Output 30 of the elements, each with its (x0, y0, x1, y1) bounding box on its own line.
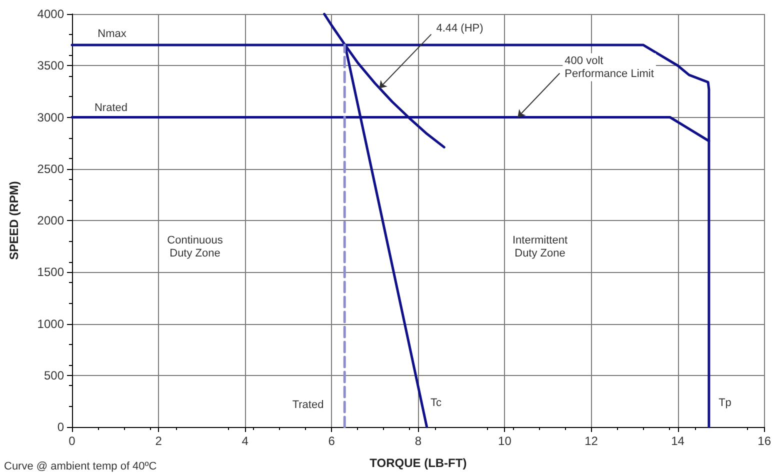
x-tick-label: 10 (498, 434, 512, 448)
y-tick-label: 2000 (37, 214, 64, 228)
y-tick-label: 3500 (37, 58, 64, 73)
annotation: Trated (292, 399, 324, 411)
x-axis-title: TORQUE (LB-FT) (370, 456, 467, 470)
x-tick-label: 16 (758, 434, 772, 448)
x-tick-label: 2 (155, 434, 162, 448)
x-tick-label: 0 (68, 434, 76, 448)
y-tick-label: 0 (57, 420, 64, 434)
x-tick-label: 6 (328, 434, 336, 448)
y-tick-label: 1500 (37, 265, 64, 280)
annotation: Continuous Duty Zone (167, 234, 224, 260)
annotation: Nrated (94, 102, 128, 114)
annotation: Nmax (98, 28, 127, 40)
x-tick-label: 12 (584, 434, 598, 448)
annotation: 4.44 (HP) (436, 22, 484, 34)
y-tick-label: 500 (44, 368, 64, 382)
y-tick-label: 1000 (37, 316, 64, 331)
annotation: 400 volt Performance Limit (564, 54, 654, 80)
annotation: Tc (430, 397, 442, 409)
annotation: Tp (718, 397, 732, 409)
x-tick-label: 14 (671, 434, 685, 448)
annotation: Intermittent Duty Zone (512, 234, 568, 260)
y-tick-label: 3000 (37, 110, 64, 124)
x-tick-label: 8 (414, 434, 422, 448)
y-axis-title: SPEED (RPM) (7, 181, 21, 260)
y-tick-label: 4000 (37, 7, 64, 21)
y-tick-label: 2500 (37, 162, 64, 176)
text: Curve @ ambient temp of 40ºC (4, 460, 157, 472)
x-tick-label: 4 (242, 434, 249, 448)
